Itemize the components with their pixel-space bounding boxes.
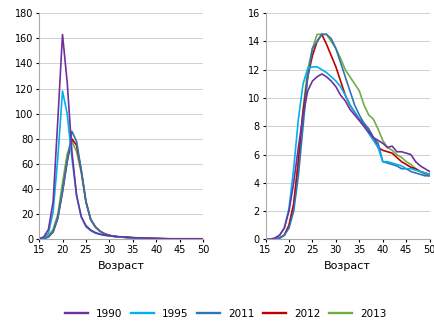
X-axis label: Возраст: Возраст bbox=[98, 260, 145, 271]
Legend: 1990, 1995, 2011, 2012, 2013: 1990, 1995, 2011, 2012, 2013 bbox=[61, 304, 391, 323]
X-axis label: Возраст: Возраст bbox=[324, 260, 371, 271]
